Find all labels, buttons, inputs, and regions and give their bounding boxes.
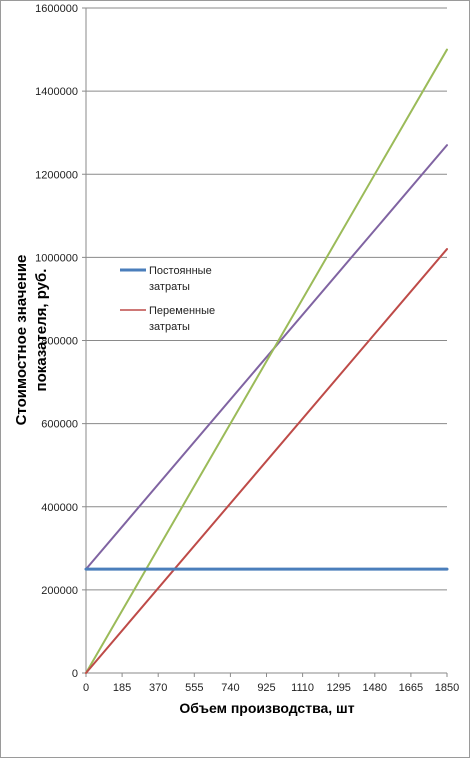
x-tick-label: 740 [221, 682, 239, 694]
x-tick-label: 555 [185, 682, 203, 694]
y-tick-label: 1000000 [35, 252, 78, 264]
series-line-purple [85, 144, 448, 571]
grid-lines [82, 7, 447, 674]
x-tick-label: 185 [113, 682, 131, 694]
legend-label-variable-costs-line2: затраты [149, 321, 190, 333]
y-axis-label-line1: Стоимостное значение [13, 255, 30, 426]
x-tick-label: 1110 [291, 682, 314, 694]
y-tick-label: 1600000 [35, 3, 78, 15]
y-tick-label: 800000 [41, 336, 78, 348]
x-tick-label: 1480 [363, 682, 387, 694]
axes [85, 8, 448, 677]
x-tick-labels: 0 185 370 555 740 925 1110 1295 1480 1665 1850 [83, 682, 459, 694]
y-tick-label: 400000 [41, 502, 78, 514]
x-tick-label: 925 [257, 682, 275, 694]
y-tick-label: 1200000 [35, 169, 78, 181]
y-tick-label: 0 [72, 668, 78, 680]
x-tick-label: 0 [83, 682, 89, 694]
y-tick-labels: 0 200000 400000 600000 800000 1000000 1200000 1… [35, 3, 78, 680]
x-tick-label: 370 [149, 682, 167, 694]
series-line-variable-costs [85, 248, 448, 674]
x-tick-label: 1850 [435, 682, 459, 694]
y-tick-label: 600000 [41, 419, 78, 431]
legend-label-fixed-costs-line2: затраты [149, 281, 190, 293]
legend-label-fixed-costs: Постоянные [149, 265, 212, 277]
x-axis-label: Объем производства, шт [179, 700, 354, 716]
legend: Постоянные затраты Переменные затраты [120, 265, 215, 333]
legend-label-variable-costs: Переменные [149, 305, 215, 317]
y-axis-label: Стоимостное значение показателя, руб. [13, 255, 50, 426]
series-lines [84, 48, 449, 674]
y-tick-label: 1400000 [35, 86, 78, 98]
series-line-green [85, 48, 448, 674]
x-tick-label: 1295 [326, 682, 350, 694]
y-axis-label-line2: показателя, руб. [33, 269, 50, 392]
y-tick-label: 200000 [41, 585, 78, 597]
x-tick-label: 1665 [399, 682, 423, 694]
